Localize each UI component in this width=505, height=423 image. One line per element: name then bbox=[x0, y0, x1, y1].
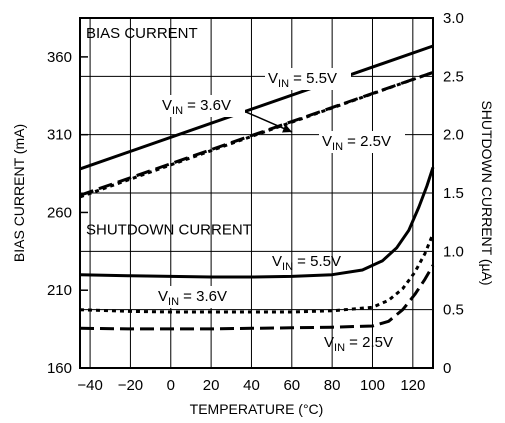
series-line-shutdown-4 bbox=[79, 233, 435, 314]
annotation-shutdown-5: VIN = 2.5V bbox=[324, 334, 393, 354]
annotation-label: VIN = 3.6V bbox=[162, 97, 231, 117]
section-label-shutdown: SHUTDOWN CURRENT bbox=[86, 221, 252, 238]
annotation-label: VIN = 2.5V bbox=[324, 334, 393, 354]
y-axis-title-left: BIAS CURRENT (mA) bbox=[11, 124, 27, 262]
x-tick-label: 60 bbox=[283, 377, 300, 394]
series-line-bias-2 bbox=[79, 70, 434, 197]
y-tick-label-left: 160 bbox=[47, 360, 72, 377]
y-tick-label-left: 310 bbox=[47, 127, 72, 144]
x-tick-label: −20 bbox=[118, 377, 143, 394]
x-axis-title: TEMPERATURE (°C) bbox=[190, 401, 324, 417]
y-tick-label-left: 360 bbox=[47, 49, 72, 66]
y-tick-label-right: 2.5 bbox=[443, 68, 464, 85]
series-line-shutdown-5 bbox=[79, 264, 435, 331]
annotation-label: VIN = 2.5V bbox=[322, 133, 391, 153]
y-tick-label-left: 210 bbox=[47, 282, 72, 299]
y-tick-label-right: 3.0 bbox=[443, 10, 464, 27]
tick-labels: −40 −20 0 20 40 60 80 100 120 160 210 260 310 360 0 0.5… bbox=[47, 10, 464, 394]
x-tick-label: 0 bbox=[167, 377, 175, 394]
series-line-bias-0 bbox=[79, 44, 434, 171]
annotation-shutdown-4: VIN = 3.6V bbox=[155, 286, 241, 308]
series-line-shutdown-3 bbox=[79, 166, 435, 279]
x-tick-label: 40 bbox=[243, 377, 260, 394]
series-lines bbox=[79, 44, 435, 331]
annotation-shutdown-3: VIN = 5.5V bbox=[272, 253, 341, 273]
annotation-label: VIN = 5.5V bbox=[272, 253, 341, 273]
series-annotations: VIN = 5.5V VIN = 3.6V VIN = 2.5V VIN = 5.5V… bbox=[155, 68, 405, 354]
y-axis-title-right: SHUTDOWN CURRENT (µA) bbox=[479, 100, 495, 285]
annotation-bias-2: VIN = 2.5V bbox=[319, 131, 405, 153]
x-tick-label: 100 bbox=[360, 377, 385, 394]
x-tick-label: −40 bbox=[77, 377, 102, 394]
x-tick-label: 80 bbox=[324, 377, 341, 394]
y-tick-label-left: 260 bbox=[47, 204, 72, 221]
y-tick-label-right: 0 bbox=[443, 360, 451, 377]
y-tick-label-right: 2.0 bbox=[443, 127, 464, 144]
plot-frame bbox=[79, 17, 434, 369]
section-label-bias: BIAS CURRENT bbox=[86, 25, 198, 42]
x-tick-label: 120 bbox=[400, 377, 425, 394]
annotation-label: VIN = 3.6V bbox=[158, 288, 227, 308]
annotation-bg bbox=[319, 131, 405, 153]
annotation-label: VIN = 5.5V bbox=[268, 70, 337, 90]
x-tick-label: 20 bbox=[203, 377, 220, 394]
y-tick-label-right: 1.0 bbox=[443, 243, 464, 260]
grid bbox=[80, 18, 433, 368]
y-tick-label-right: 0.5 bbox=[443, 302, 464, 319]
annotation-bias-0: VIN = 5.5V bbox=[265, 68, 351, 90]
y-tick-label-right: 1.5 bbox=[443, 185, 464, 202]
annotation-arrow bbox=[245, 111, 293, 133]
annotation-bias-1: VIN = 3.6V bbox=[159, 95, 245, 117]
annotation-bg bbox=[159, 95, 245, 117]
annotation-bg bbox=[155, 286, 241, 308]
annotation-bg bbox=[265, 68, 351, 90]
